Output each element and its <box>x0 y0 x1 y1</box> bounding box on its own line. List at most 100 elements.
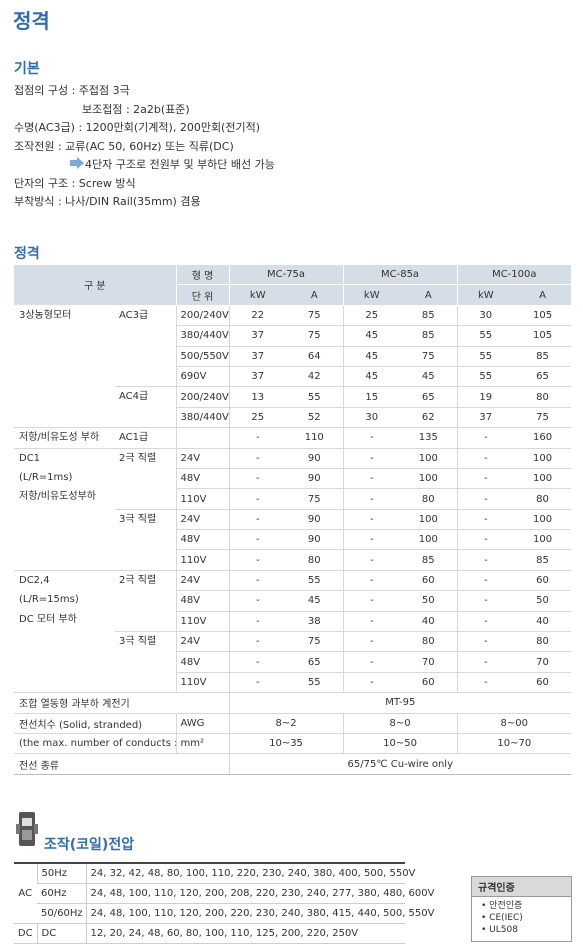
coil-voltages: 12, 20, 24, 48, 60, 80, 100, 110, 125, 2… <box>85 923 405 944</box>
value-cell: - <box>229 631 286 653</box>
value-cell: - <box>229 570 286 592</box>
value-cell: - <box>342 549 401 571</box>
cell: MT-95 <box>228 692 572 714</box>
cell: 65/75℃ Cu-wire only <box>228 753 572 775</box>
value-cell: 45 <box>342 325 401 347</box>
row-label: 조합 열동형 과부하 계전기 <box>14 692 229 714</box>
header-cell: A <box>400 284 458 306</box>
value-cell: - <box>342 468 401 490</box>
table-row: 380/440V 25 52 30 62 37 75 <box>14 407 572 429</box>
value-cell: - <box>342 427 401 449</box>
spec-line: 접점의 구성 : 주접점 3극 <box>14 84 130 97</box>
header-cell: A <box>514 284 572 306</box>
value-cell: 55 <box>286 672 344 694</box>
value-cell: - <box>456 590 515 612</box>
coil-voltages: 24, 32, 42, 48, 80, 100, 110, 220, 230, … <box>85 863 415 884</box>
value-cell: 80 <box>514 488 572 510</box>
row-label: 전선 종류 <box>14 753 229 775</box>
value-cell: 60 <box>514 672 572 694</box>
value-cell: 50 <box>400 590 458 612</box>
sub-label: 2극 직렬 <box>115 448 176 510</box>
value-cell: 62 <box>400 407 458 429</box>
certification-item: CE(IEC) <box>481 912 571 924</box>
coil-table: AC 50Hz 24, 32, 42, 48, 80, 100, 110, 220,… <box>14 862 434 944</box>
value-cell: 50 <box>514 590 572 612</box>
header-cell: 구 분 <box>14 265 176 306</box>
value-cell: 100 <box>514 468 572 490</box>
table-row: 48V -45-50-50 <box>14 590 572 612</box>
value-cell: - <box>456 529 515 551</box>
voltage-cell: 24V <box>175 509 230 531</box>
value-cell: 85 <box>400 549 458 571</box>
voltage-cell: 200/240V <box>175 305 230 327</box>
value-cell: - <box>456 611 515 633</box>
value-cell: 75 <box>514 407 572 429</box>
value-cell: 40 <box>514 611 572 633</box>
voltage-cell: 110V <box>175 488 230 510</box>
value-cell: 22 <box>229 305 286 327</box>
value-cell: 38 <box>286 611 344 633</box>
value-cell: - <box>229 448 286 469</box>
group-label: 3상농형모터 <box>19 309 72 321</box>
cell: 10~50 <box>342 733 458 755</box>
coil-icon <box>16 812 38 846</box>
table-row: 48V -90-100-100 <box>14 529 572 551</box>
value-cell: 52 <box>286 407 344 429</box>
table-row: 110V -80-85-85 <box>14 549 572 571</box>
voltage-cell: 48V <box>175 590 230 612</box>
spec-line: 단자의 구조 : Screw 방식 <box>14 177 136 190</box>
header-cell: MC-85a <box>342 265 458 286</box>
coil-body: AC 50Hz 24, 32, 42, 48, 80, 100, 110, 220,… <box>14 863 434 944</box>
value-cell: 45 <box>400 366 458 388</box>
value-cell: - <box>342 672 401 694</box>
sub-label: AC1급 <box>115 427 176 449</box>
value-cell: 55 <box>456 325 515 347</box>
cell: 8~00 <box>456 713 572 735</box>
value-cell: 100 <box>400 529 458 551</box>
coil-voltages: 24, 48, 100, 110, 120, 200, 220, 230, 24… <box>85 903 434 924</box>
value-cell: 85 <box>514 549 572 571</box>
value-cell: - <box>456 651 515 673</box>
value-cell: 135 <box>400 427 458 449</box>
table-row: 3상농형모터 AC3급 200/240V 22 75 25 85 30 105 <box>14 305 572 429</box>
rating-body: 3상농형모터 AC3급 200/240V 22 75 25 85 30 105 380/440V 3… <box>14 305 572 694</box>
group-label: (L/R=1ms) <box>19 471 73 483</box>
value-cell: 37 <box>456 407 515 429</box>
sub-label: AC4급 <box>115 386 176 429</box>
table-row: 저항/비유도성 부하 AC1급 -110-135-160 <box>14 427 572 449</box>
group-label: DC1 <box>19 452 41 464</box>
header-cell: MC-75a <box>228 265 344 286</box>
group-label: 저항/비유도성부하 <box>19 491 96 503</box>
table-row: DC1 (L/R=1ms) 저항/비유도성부하 2극 직렬 24V -90-100-100 <box>14 448 572 571</box>
group-cell: 저항/비유도성 부하 <box>14 427 115 449</box>
coil-frequency: 60Hz <box>37 883 86 904</box>
value-cell: 25 <box>342 305 401 327</box>
table-row: 조합 열동형 과부하 계전기 MT-95 <box>14 692 572 714</box>
value-cell: - <box>229 672 286 694</box>
table-row: 110V -75-80-80 <box>14 488 572 510</box>
value-cell: 80 <box>400 631 458 653</box>
value-cell: 70 <box>514 651 572 673</box>
value-cell: - <box>342 631 401 653</box>
value-cell: 75 <box>286 325 344 347</box>
value-cell: 80 <box>400 488 458 510</box>
value-cell: 100 <box>400 468 458 490</box>
coil-frequency: 50Hz <box>36 863 86 884</box>
voltage-cell: 24V <box>175 448 230 469</box>
value-cell: 75 <box>286 305 344 327</box>
spec-line: 4단자 구조로 전원부 및 부하단 배선 가능 <box>85 158 275 171</box>
group-cell: DC2,4 (L/R=15ms) DC 모터 부하 <box>14 570 115 694</box>
coil-type: DC <box>14 923 37 944</box>
cell: 8~2 <box>228 713 344 735</box>
cell: 8~0 <box>342 713 458 735</box>
value-cell: 75 <box>286 631 344 653</box>
value-cell: - <box>456 549 515 571</box>
value-cell: 30 <box>456 305 515 327</box>
value-cell: 60 <box>400 672 458 694</box>
value-cell: 55 <box>286 386 344 408</box>
row-label: (the max. number of conducts : 2) <box>14 733 176 755</box>
voltage-cell: 200/240V <box>175 386 230 408</box>
certification-item: UL508 <box>481 924 571 936</box>
